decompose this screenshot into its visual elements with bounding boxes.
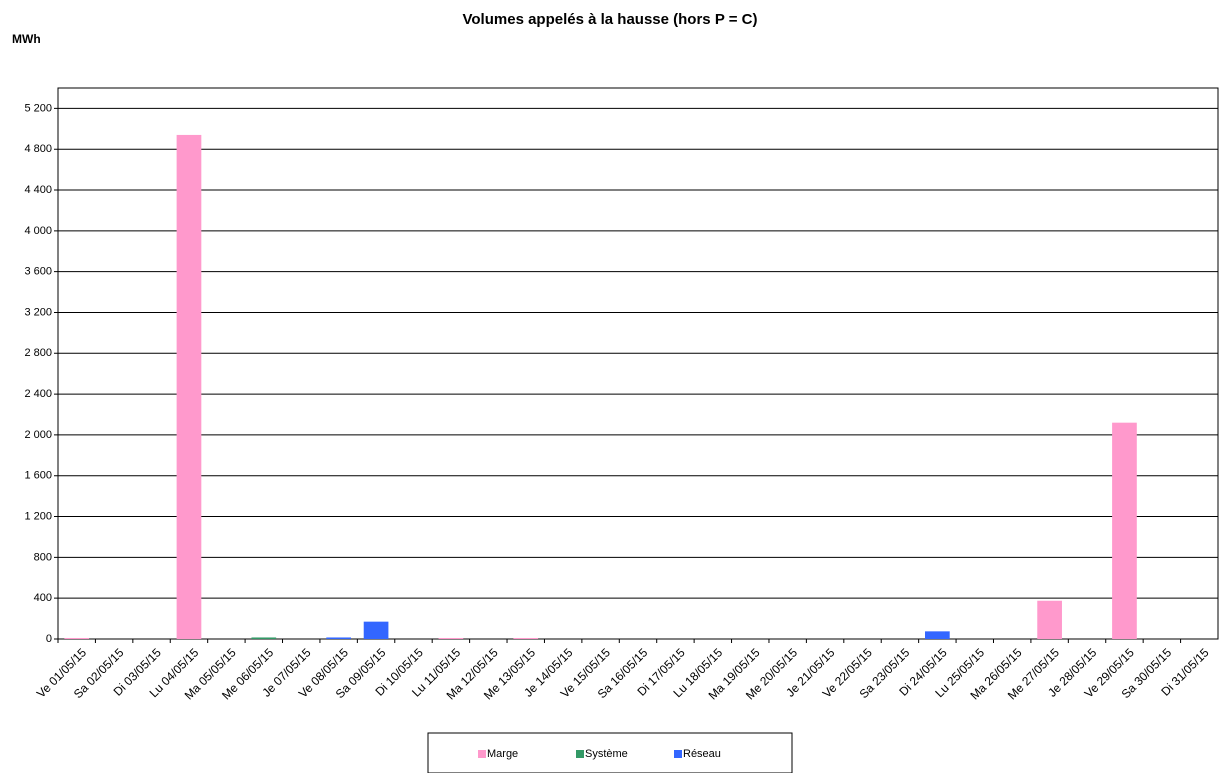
bar xyxy=(64,637,90,639)
y-tick-label: 4 400 xyxy=(24,184,52,196)
legend-swatch xyxy=(576,750,584,758)
chart-title: Volumes appelés à la hausse (hors P = C) xyxy=(463,11,758,28)
bar xyxy=(925,631,950,639)
y-tick-label: 5 200 xyxy=(24,102,52,114)
legend-label: Réseau xyxy=(683,748,721,760)
bar xyxy=(326,637,351,639)
y-tick-label: 4 000 xyxy=(24,225,52,237)
y-axis-label: MWh xyxy=(12,32,41,46)
legend-swatch xyxy=(674,750,682,758)
y-tick-label: 3 200 xyxy=(24,306,52,318)
legend-label: Marge xyxy=(487,748,518,760)
y-tick-label: 1 600 xyxy=(24,470,52,482)
bar xyxy=(1037,600,1062,639)
y-tick-label: 4 800 xyxy=(24,143,52,155)
bar xyxy=(363,621,389,639)
bar xyxy=(251,637,277,639)
y-tick-label: 2 400 xyxy=(24,388,52,400)
y-tick-label: 400 xyxy=(34,592,52,604)
bar xyxy=(176,134,202,639)
legend-box xyxy=(427,732,793,774)
y-tick-label: 2 000 xyxy=(24,429,52,441)
y-tick-label: 0 xyxy=(46,633,52,645)
bar xyxy=(438,637,464,639)
legend-swatch xyxy=(478,750,486,758)
y-tick-label: 2 800 xyxy=(24,347,52,359)
y-tick-label: 800 xyxy=(34,551,52,563)
y-tick-label: 3 600 xyxy=(24,266,52,278)
bar xyxy=(1112,422,1137,639)
y-tick-label: 1 200 xyxy=(24,510,52,522)
plot-area xyxy=(57,87,1219,640)
legend-label: Système xyxy=(585,748,628,760)
bar xyxy=(513,637,539,639)
